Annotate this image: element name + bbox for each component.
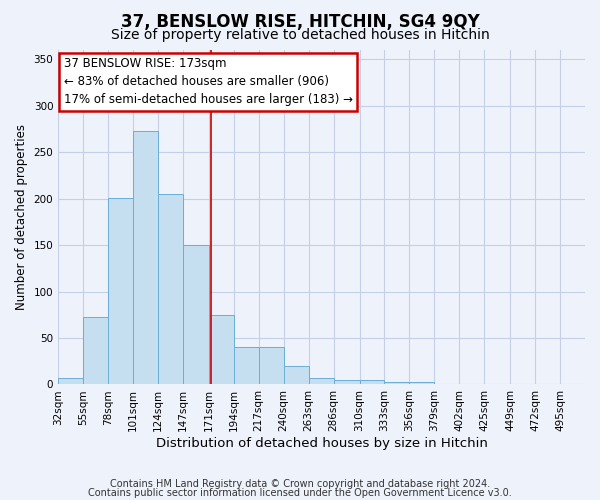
Bar (234, 348, 259, 385)
Text: Contains public sector information licensed under the Open Government Licence v3: Contains public sector information licen… (88, 488, 512, 498)
Bar (83, 316, 108, 384)
Text: 37 BENSLOW RISE: 173sqm
← 83% of detached houses are smaller (906)
17% of semi-d: 37 BENSLOW RISE: 173sqm ← 83% of detache… (64, 58, 353, 106)
Bar (259, 348, 284, 385)
X-axis label: Distribution of detached houses by size in Hitchin: Distribution of detached houses by size … (155, 437, 488, 450)
Y-axis label: Number of detached properties: Number of detached properties (15, 124, 28, 310)
Bar (385, 382, 409, 384)
Bar (183, 245, 209, 384)
Bar (158, 194, 183, 384)
Bar (58, 378, 83, 384)
Bar (409, 382, 434, 384)
Bar (334, 380, 359, 384)
Bar (108, 198, 133, 384)
Bar (359, 380, 385, 384)
Bar (308, 378, 334, 384)
Text: 37, BENSLOW RISE, HITCHIN, SG4 9QY: 37, BENSLOW RISE, HITCHIN, SG4 9QY (121, 12, 479, 30)
Bar (209, 315, 234, 384)
Bar (284, 366, 308, 384)
Text: Contains HM Land Registry data © Crown copyright and database right 2024.: Contains HM Land Registry data © Crown c… (110, 479, 490, 489)
Bar (133, 131, 158, 384)
Text: Size of property relative to detached houses in Hitchin: Size of property relative to detached ho… (110, 28, 490, 42)
